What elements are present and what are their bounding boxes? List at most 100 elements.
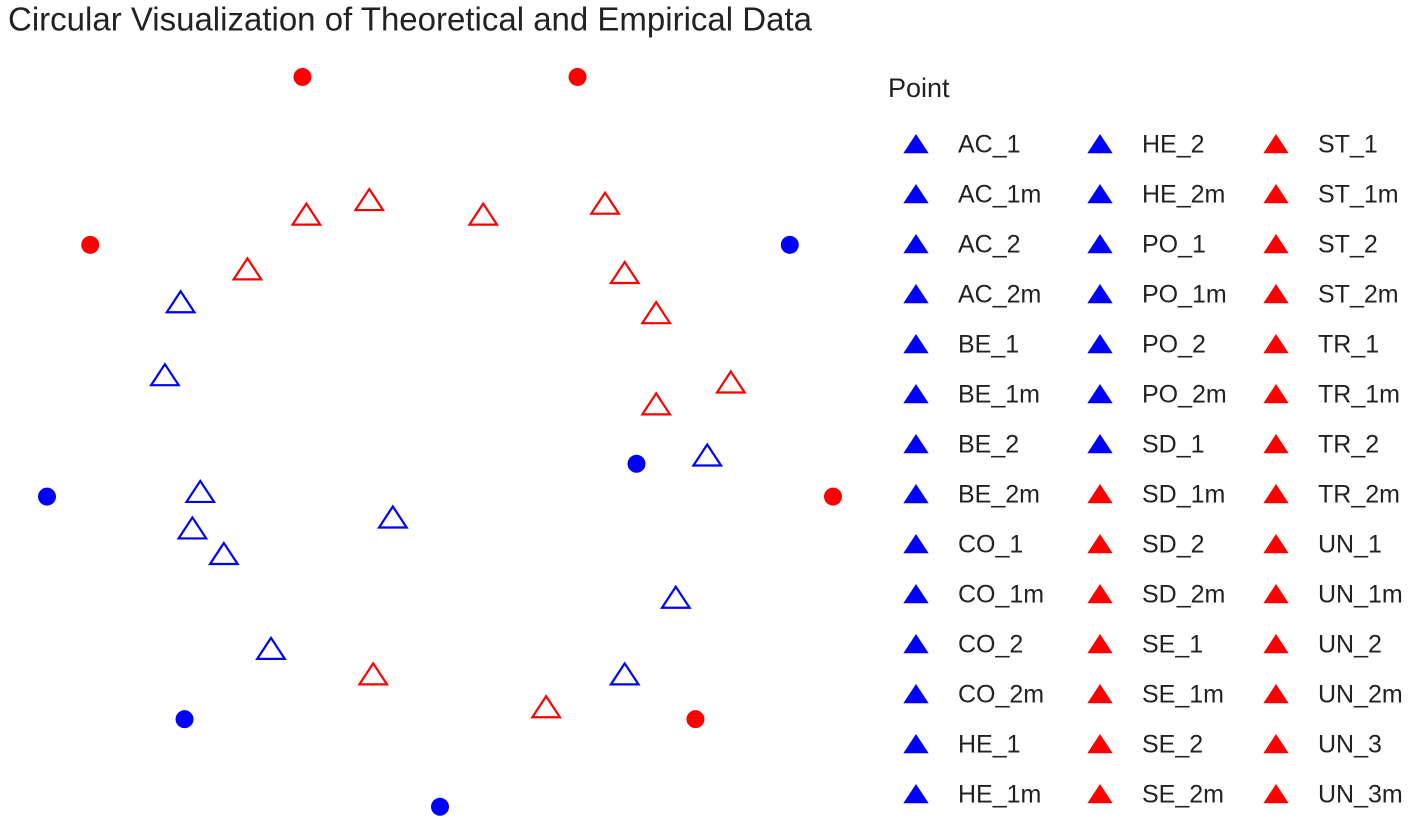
legend-label: AC_1m <box>958 181 1041 209</box>
legend-title: Point <box>888 73 950 103</box>
legend-marker <box>903 534 929 554</box>
legend-marker <box>1087 384 1113 404</box>
legend-marker <box>903 134 929 154</box>
legend-marker <box>1087 634 1113 654</box>
legend-label: ST_1 <box>1318 131 1378 159</box>
theoretical-point <box>824 487 842 506</box>
legend-label: SD_1m <box>1142 481 1225 509</box>
legend-marker <box>1087 334 1113 354</box>
legend-marker <box>903 684 929 704</box>
legend-label: TR_2 <box>1318 431 1379 459</box>
theoretical-point <box>293 67 312 86</box>
theoretical-point <box>568 67 587 86</box>
legend-marker <box>1263 234 1289 254</box>
theoretical-point <box>686 710 705 729</box>
chart-title: Circular Visualization of Theoretical an… <box>8 1 813 38</box>
legend-marker <box>1087 534 1113 554</box>
empirical-point <box>377 504 409 529</box>
legend-label: PO_1m <box>1142 281 1227 309</box>
legend-label: UN_3m <box>1318 781 1403 809</box>
legend-label: HE_2 <box>1142 131 1205 159</box>
legend-marker <box>1087 734 1113 754</box>
empirical-point <box>290 201 323 226</box>
theoretical-point <box>431 797 449 816</box>
legend-label: SE_1m <box>1142 681 1224 709</box>
legend-marker <box>1263 584 1289 604</box>
empirical-point <box>357 661 390 686</box>
legend-label: TR_1 <box>1318 331 1379 359</box>
empirical-point <box>640 300 672 325</box>
legend-marker <box>1087 134 1113 154</box>
legend-marker <box>903 484 929 504</box>
legend-label: SD_1 <box>1142 431 1205 459</box>
legend-label: BE_1 <box>958 331 1019 359</box>
legend-marker <box>1263 184 1289 204</box>
legend-label: BE_2 <box>958 431 1019 459</box>
empirical-point <box>530 694 562 719</box>
legend-label: CO_1m <box>958 581 1044 609</box>
legend-label: CO_2m <box>958 681 1044 709</box>
legend-label: AC_2m <box>958 281 1041 309</box>
legend-label: BE_1m <box>958 381 1040 409</box>
empirical-point <box>353 187 386 212</box>
empirical-point <box>467 201 500 226</box>
legend-label: HE_1 <box>958 731 1021 759</box>
legend-marker <box>903 284 929 304</box>
theoretical-point <box>175 710 194 729</box>
legend-marker <box>1087 234 1113 254</box>
legend-marker <box>903 734 929 754</box>
empirical-point <box>176 515 209 540</box>
empirical-point <box>184 478 217 504</box>
legend-label: AC_2 <box>958 231 1021 259</box>
legend-marker <box>1263 284 1289 304</box>
empirical-point <box>589 190 621 215</box>
legend-label: PO_2m <box>1142 381 1227 409</box>
theoretical-point <box>38 487 56 506</box>
legend-label: AC_1 <box>958 131 1021 159</box>
legend-label: BE_2m <box>958 481 1040 509</box>
legend-marker <box>1263 384 1289 404</box>
legend-marker <box>903 584 929 604</box>
legend-label: SE_2m <box>1142 781 1224 809</box>
legend-marker <box>1263 684 1289 704</box>
empirical-point <box>164 289 197 314</box>
legend-marker <box>903 234 929 254</box>
legend-marker <box>903 434 929 454</box>
legend-label: UN_3 <box>1318 731 1382 759</box>
empirical-point <box>608 260 641 285</box>
legend-marker <box>903 784 929 804</box>
legend-marker <box>1087 684 1113 704</box>
legend-label: UN_2m <box>1318 681 1403 709</box>
legend-marker <box>1263 634 1289 654</box>
legend-marker <box>1263 534 1289 554</box>
legend-marker <box>1087 484 1113 504</box>
legend-label: PO_2 <box>1142 331 1206 359</box>
legend-label: SD_2m <box>1142 581 1225 609</box>
legend-marker <box>1263 484 1289 504</box>
legend-marker <box>903 334 929 354</box>
legend-label: HE_1m <box>958 781 1041 809</box>
empirical-point <box>608 661 641 686</box>
empirical-point <box>231 256 264 281</box>
empirical-point <box>714 369 747 394</box>
legend-label: ST_2 <box>1318 231 1378 259</box>
legend-label: HE_2m <box>1142 181 1225 209</box>
legend-marker <box>1263 734 1289 754</box>
empirical-point <box>640 391 672 416</box>
legend-label: ST_2m <box>1318 281 1399 309</box>
theoretical-point <box>627 454 646 473</box>
legend-marker <box>1263 434 1289 454</box>
legend-label: PO_1 <box>1142 231 1206 259</box>
legend-label: SE_2 <box>1142 731 1203 759</box>
empirical-point <box>149 362 181 387</box>
legend-label: TR_2m <box>1318 481 1400 509</box>
legend-label: CO_2 <box>958 631 1023 659</box>
legend-marker <box>1087 784 1113 804</box>
legend-label: UN_1m <box>1318 581 1403 609</box>
legend-label: SD_2 <box>1142 531 1205 559</box>
legend-marker <box>1263 784 1289 804</box>
legend-marker <box>1263 134 1289 154</box>
legend-label: UN_2 <box>1318 631 1382 659</box>
legend-label: UN_1 <box>1318 531 1382 559</box>
